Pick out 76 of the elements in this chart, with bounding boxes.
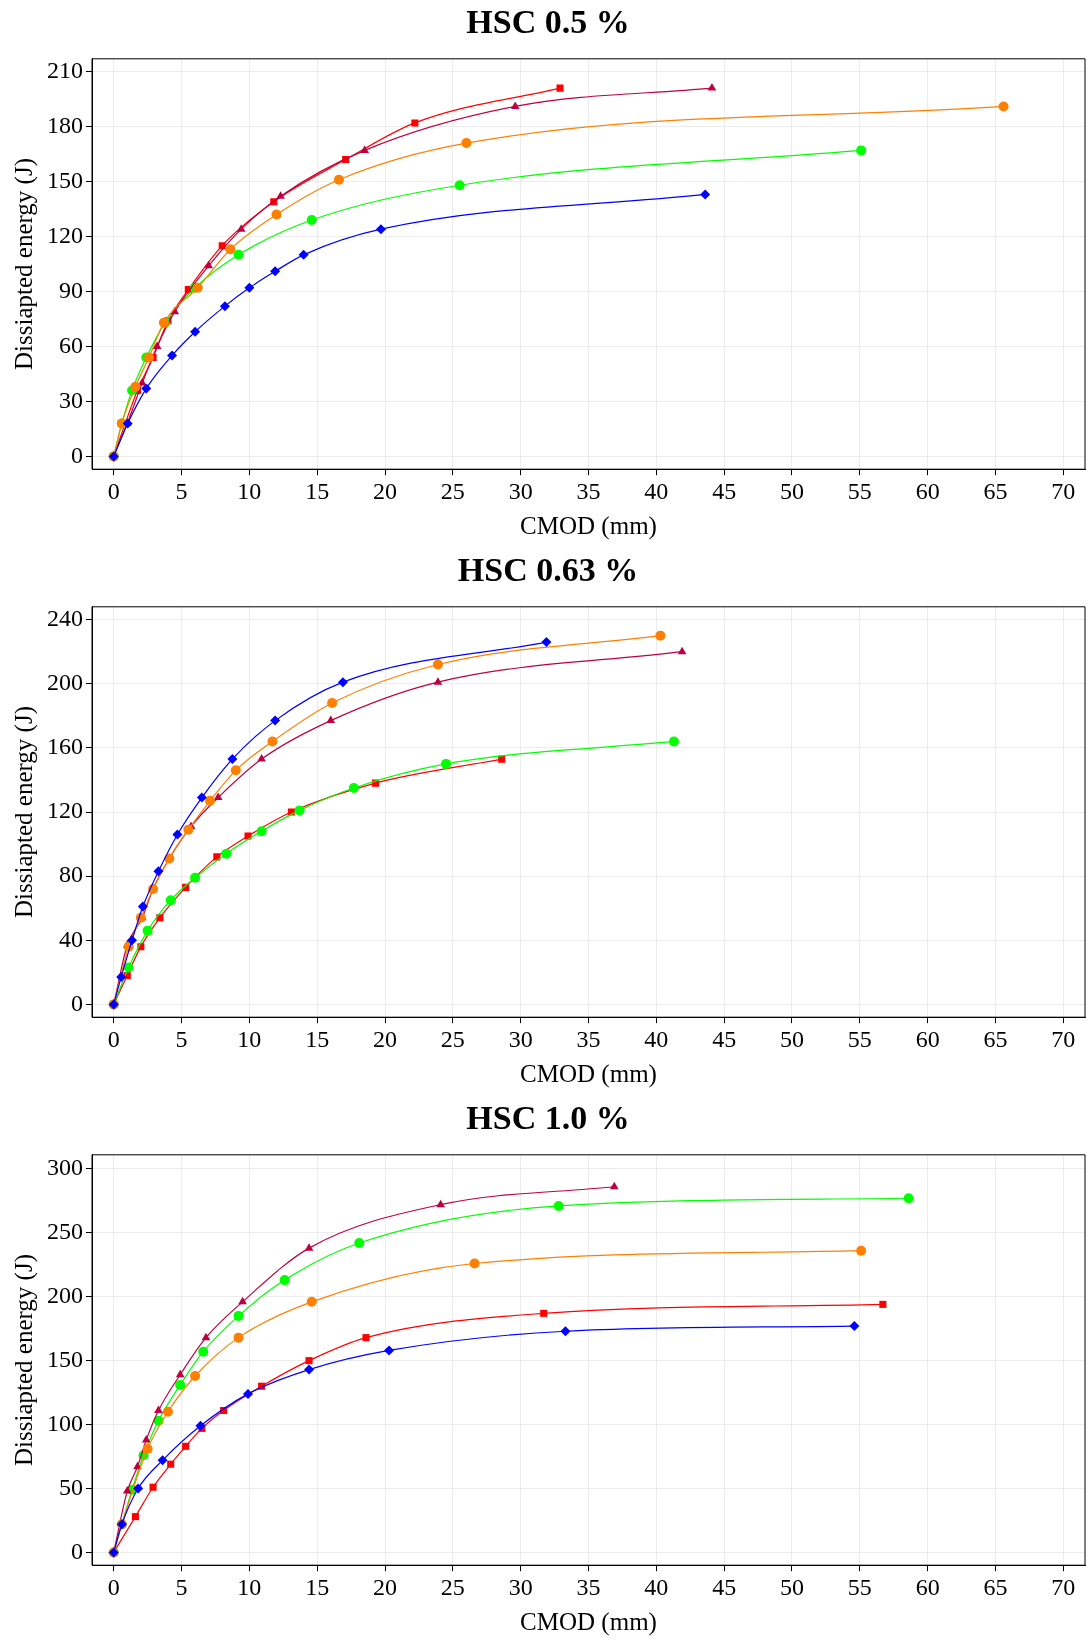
x-tick-label: 40 (644, 1573, 669, 1600)
chart-title: HSC 0.5 % (466, 3, 630, 41)
x-tick-label: 10 (237, 1573, 262, 1600)
y-tick-label: 30 (59, 386, 83, 413)
x-tick-label: 65 (983, 477, 1008, 504)
x-tick-label: 15 (305, 1025, 330, 1052)
x-tick-label: 60 (915, 1025, 940, 1052)
x-tick-label: 15 (305, 1573, 330, 1600)
x-tick-label: 20 (373, 477, 398, 504)
x-axis-title: CMOD (mm) (520, 1059, 657, 1088)
y-tick-label: 50 (59, 1473, 83, 1500)
y-tick-label: 250 (47, 1218, 83, 1245)
y-tick-label: 200 (47, 669, 83, 696)
y-tick-label: 160 (47, 733, 83, 760)
x-tick-label: 5 (175, 1573, 188, 1600)
x-tick-label: 0 (107, 477, 120, 504)
y-tick-label: 210 (47, 56, 83, 83)
y-axis-title: Dissiapted energy (J) (9, 1254, 38, 1466)
y-tick-label: 40 (59, 925, 83, 952)
y-axis-title: Dissiapted energy (J) (9, 706, 38, 918)
x-tick-label: 50 (779, 477, 804, 504)
chart-title: HSC 1.0 % (466, 1099, 630, 1137)
y-tick-label: 0 (71, 989, 83, 1016)
x-tick-label: 40 (644, 1025, 669, 1052)
x-tick-label: 70 (1051, 477, 1076, 504)
y-tick-label: 200 (47, 1282, 83, 1309)
y-axis-title: Dissiapted energy (J) (9, 158, 38, 370)
x-axis-title: CMOD (mm) (520, 511, 657, 540)
y-tick-label: 90 (59, 276, 83, 303)
x-tick-label: 30 (508, 477, 533, 504)
y-tick-label: 120 (47, 797, 83, 824)
y-tick-label: 300 (47, 1154, 83, 1181)
x-tick-label: 15 (305, 477, 330, 504)
x-tick-label: 65 (983, 1025, 1008, 1052)
y-tick-label: 240 (47, 604, 83, 631)
x-tick-label: 20 (373, 1025, 398, 1052)
y-tick-label: 150 (47, 166, 83, 193)
x-tick-label: 45 (712, 477, 737, 504)
x-tick-label: 30 (508, 1025, 533, 1052)
x-tick-label: 60 (915, 1573, 940, 1600)
x-tick-label: 40 (644, 477, 669, 504)
x-tick-label: 25 (440, 477, 465, 504)
y-tick-label: 0 (71, 1537, 83, 1564)
x-tick-label: 55 (847, 1573, 872, 1600)
chart-title: HSC 0.63 % (457, 551, 639, 589)
y-tick-label: 120 (47, 221, 83, 248)
x-tick-label: 25 (440, 1573, 465, 1600)
x-tick-label: 45 (712, 1573, 737, 1600)
x-tick-label: 5 (175, 477, 188, 504)
x-tick-label: 55 (847, 477, 872, 504)
x-tick-label: 60 (915, 477, 940, 504)
y-tick-label: 150 (47, 1345, 83, 1372)
x-tick-label: 70 (1051, 1573, 1076, 1600)
y-tick-label: 100 (47, 1409, 83, 1436)
x-tick-label: 5 (175, 1025, 188, 1052)
x-tick-label: 35 (576, 1025, 601, 1052)
x-tick-label: 35 (576, 1573, 601, 1600)
y-tick-label: 0 (71, 441, 83, 468)
x-tick-label: 50 (779, 1573, 804, 1600)
x-tick-label: 10 (237, 477, 262, 504)
y-tick-label: 180 (47, 111, 83, 138)
x-tick-label: 10 (237, 1025, 262, 1052)
x-tick-label: 65 (983, 1573, 1008, 1600)
y-tick-label: 60 (59, 331, 83, 358)
x-tick-label: 0 (107, 1573, 120, 1600)
x-tick-label: 45 (712, 1025, 737, 1052)
x-tick-label: 55 (847, 1025, 872, 1052)
x-tick-label: 25 (440, 1025, 465, 1052)
x-axis-title: CMOD (mm) (520, 1607, 657, 1636)
x-tick-label: 0 (107, 1025, 120, 1052)
x-tick-label: 50 (779, 1025, 804, 1052)
x-tick-label: 30 (508, 1573, 533, 1600)
x-tick-label: 35 (576, 477, 601, 504)
x-tick-label: 20 (373, 1573, 398, 1600)
y-tick-label: 80 (59, 861, 83, 888)
x-tick-label: 70 (1051, 1025, 1076, 1052)
